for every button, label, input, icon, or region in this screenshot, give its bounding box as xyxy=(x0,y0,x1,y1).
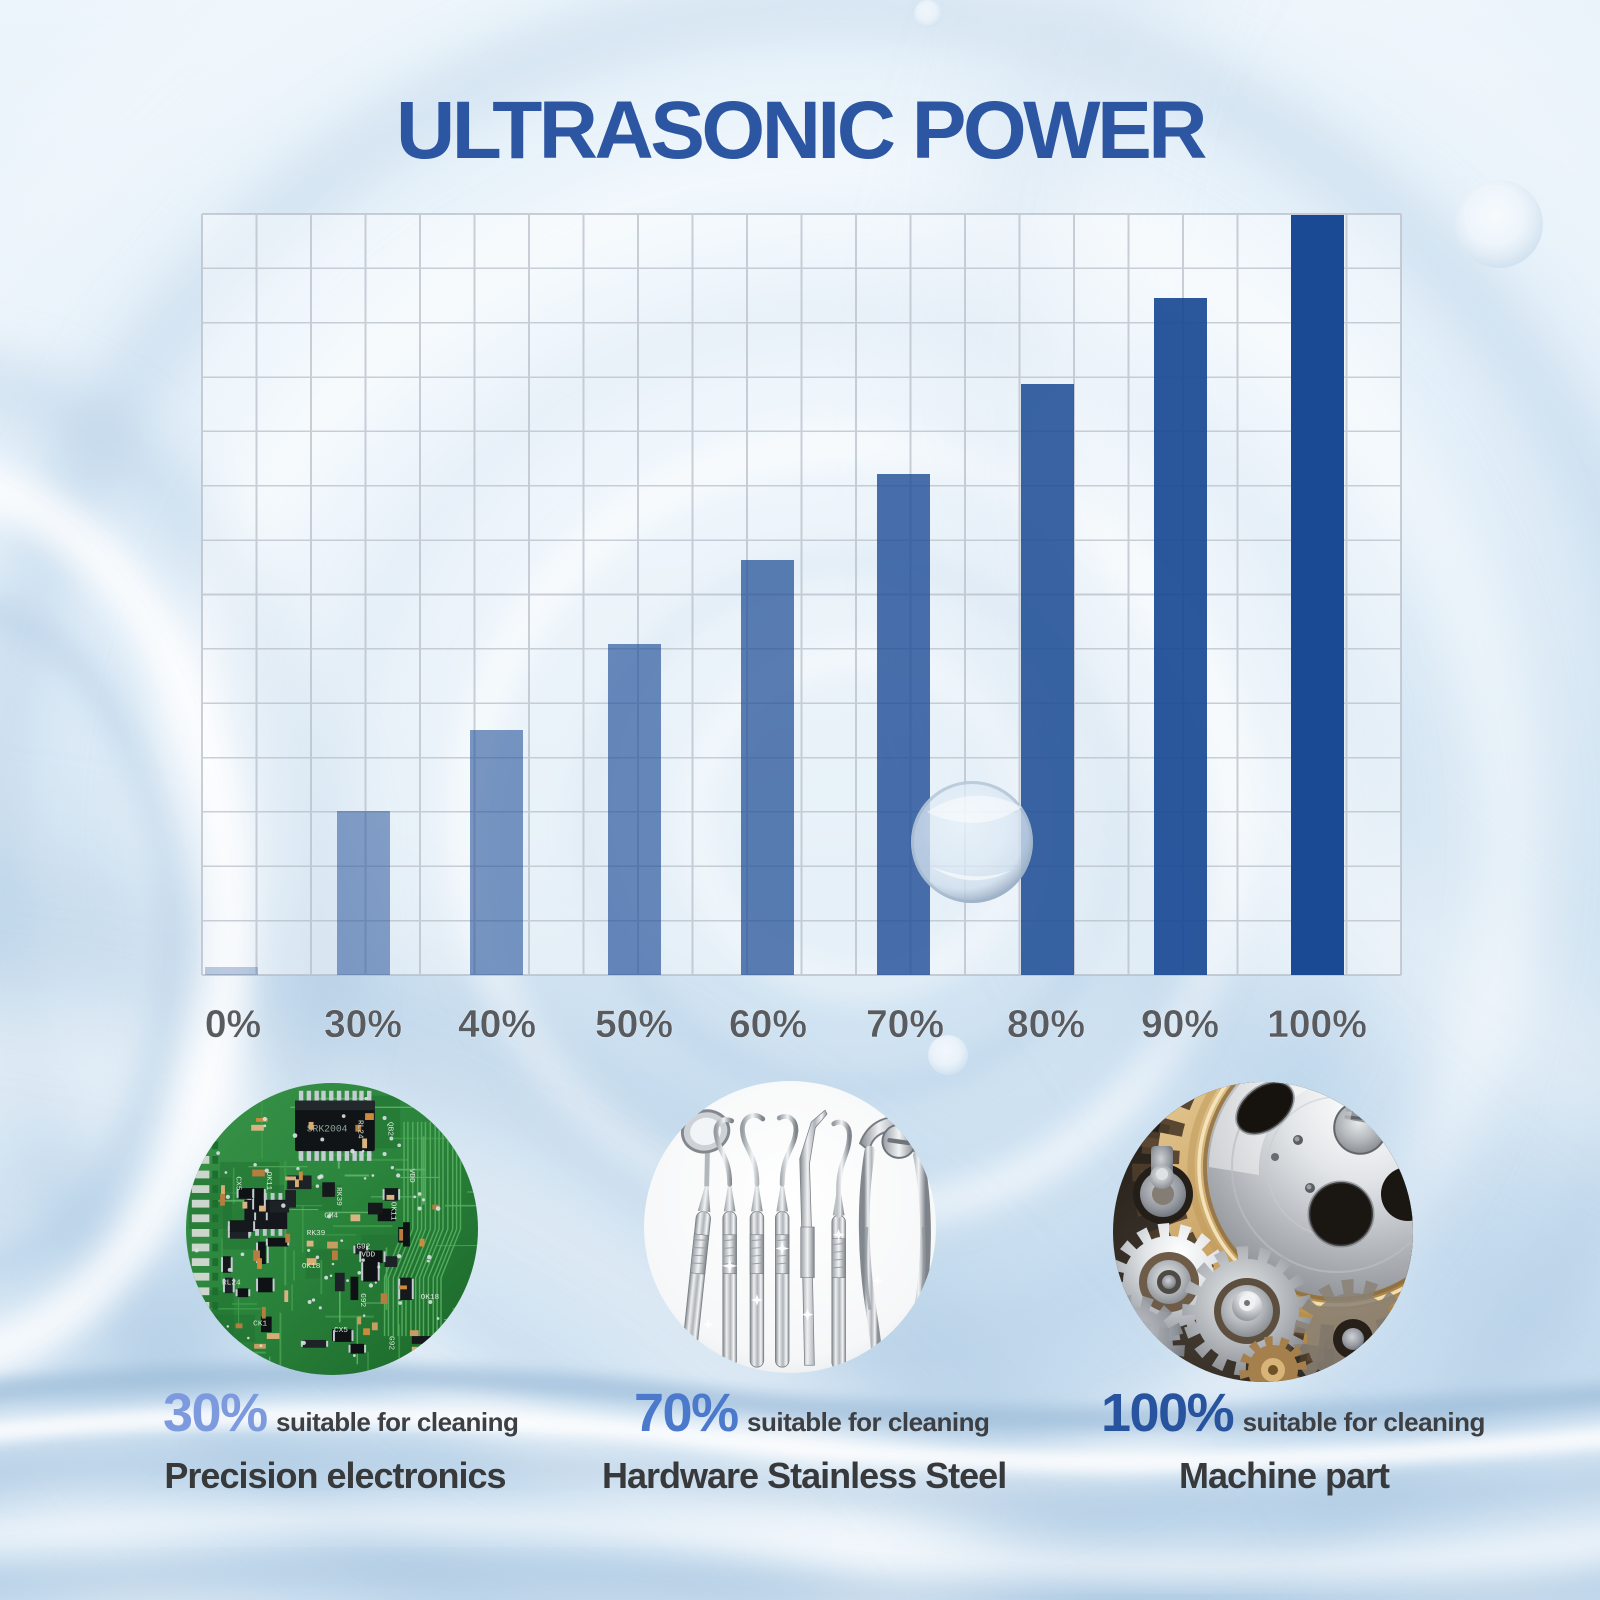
svg-text:OK11: OK11 xyxy=(264,1172,272,1191)
svg-text:VDD: VDD xyxy=(361,1251,375,1259)
svg-text:CM4: CM4 xyxy=(324,1212,338,1220)
svg-text:VDD: VDD xyxy=(407,1169,415,1183)
svg-text:RK39: RK39 xyxy=(307,1230,326,1238)
svg-text:OK18: OK18 xyxy=(421,1294,440,1302)
svg-text:G92: G92 xyxy=(356,1243,370,1251)
svg-text:RK39: RK39 xyxy=(334,1187,342,1206)
svg-text:QB2: QB2 xyxy=(385,1122,393,1136)
svg-text:CX5: CX5 xyxy=(234,1176,242,1190)
svg-text:OK18: OK18 xyxy=(302,1263,321,1271)
svg-text:SRK2004: SRK2004 xyxy=(307,1124,348,1135)
svg-text:RL24: RL24 xyxy=(355,1120,363,1139)
svg-text:RL24: RL24 xyxy=(222,1279,241,1287)
svg-text:CX5: CX5 xyxy=(334,1327,348,1335)
svg-text:G92: G92 xyxy=(386,1336,394,1350)
svg-text:CK1: CK1 xyxy=(253,1320,267,1328)
svg-text:OK11: OK11 xyxy=(388,1202,396,1221)
svg-text:G92: G92 xyxy=(358,1293,366,1307)
